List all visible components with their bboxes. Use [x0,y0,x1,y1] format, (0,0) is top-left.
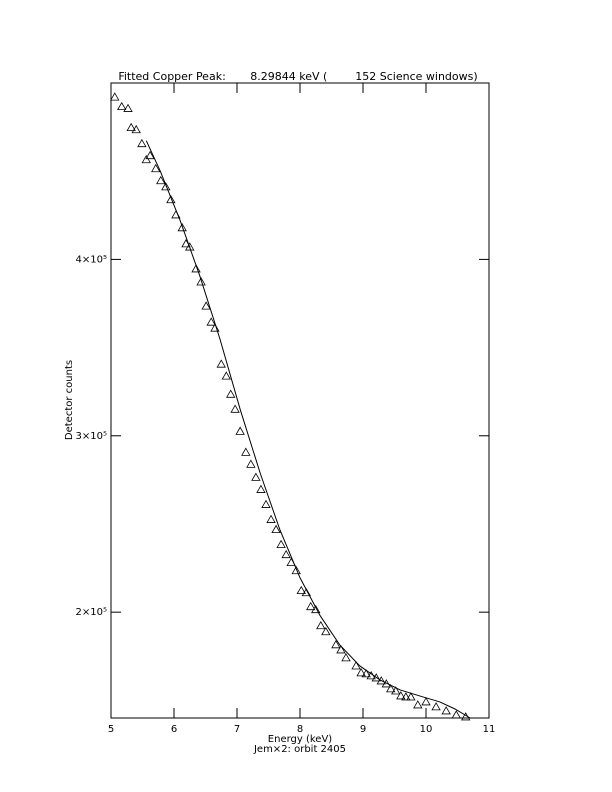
data-point [123,103,133,112]
y-axis-label: Detector counts [64,360,75,440]
data-point [311,604,321,614]
data-point [161,182,171,191]
data-point [251,472,261,481]
x-tick-label: 9 [360,724,366,735]
data-point [266,514,276,523]
data-point [406,692,416,701]
x-tick-label: 11 [483,724,496,735]
data-point [246,459,256,468]
data-point [341,653,351,662]
subtitle: Jem×2: orbit 2405 [253,744,346,755]
data-point [117,101,127,111]
data-point [196,277,206,286]
data-point [281,549,291,559]
data-point [296,585,306,595]
data-point [230,404,240,413]
data-point [356,668,366,677]
data-point [210,323,220,332]
data-point [235,426,245,435]
data-point [301,587,311,597]
data-point [431,702,441,711]
data-point [126,122,136,132]
plot-frame [110,82,490,719]
data-point [166,194,176,204]
x-tick-label: 6 [171,724,177,735]
data-point [177,223,187,232]
data-point [110,92,120,101]
data-point [316,620,326,630]
x-tick-label: 5 [108,724,114,735]
data-point [241,447,251,456]
data-point [421,697,431,706]
data-point [396,691,406,700]
fit-line [145,140,471,719]
y-tick-label: 4×10⁵ [76,254,107,265]
data-point [331,639,341,649]
data-point [413,700,423,709]
data-point [191,264,201,273]
data-point [321,626,331,636]
data-point [376,676,386,685]
data-point [137,138,147,148]
data-point [401,692,411,701]
data-point [291,565,301,575]
data-point [451,710,461,719]
data-point [151,163,161,173]
data-point [336,645,346,654]
data-point [441,706,451,715]
data-point [391,686,401,695]
data-point [256,484,266,493]
data-point [221,371,231,380]
y-tick-label: 3×10⁵ [76,431,107,442]
x-tick-label: 8 [297,724,303,735]
data-point [276,539,286,549]
data-point [371,673,381,682]
data-point [206,317,216,326]
data-point [201,301,211,310]
data-point [226,389,236,398]
data-point [261,499,271,508]
y-tick-label: 2×10⁵ [76,607,107,618]
data-point [271,524,281,534]
data-point [185,242,195,251]
data-point [381,679,391,688]
data-point [386,684,396,693]
data-point [306,601,316,611]
data-point [351,661,361,670]
data-point [361,669,371,678]
data-point [141,154,151,164]
data-point [156,175,166,185]
data-point [131,124,141,134]
x-tick-label: 10 [420,724,433,735]
chart-title: Fitted Copper Peak: 8.29844 keV ( 152 Sc… [118,70,477,83]
x-tick-label: 7 [234,724,240,735]
x-axis-label: Energy (keV) [268,734,333,745]
data-point [145,150,155,160]
data-point [216,359,226,368]
